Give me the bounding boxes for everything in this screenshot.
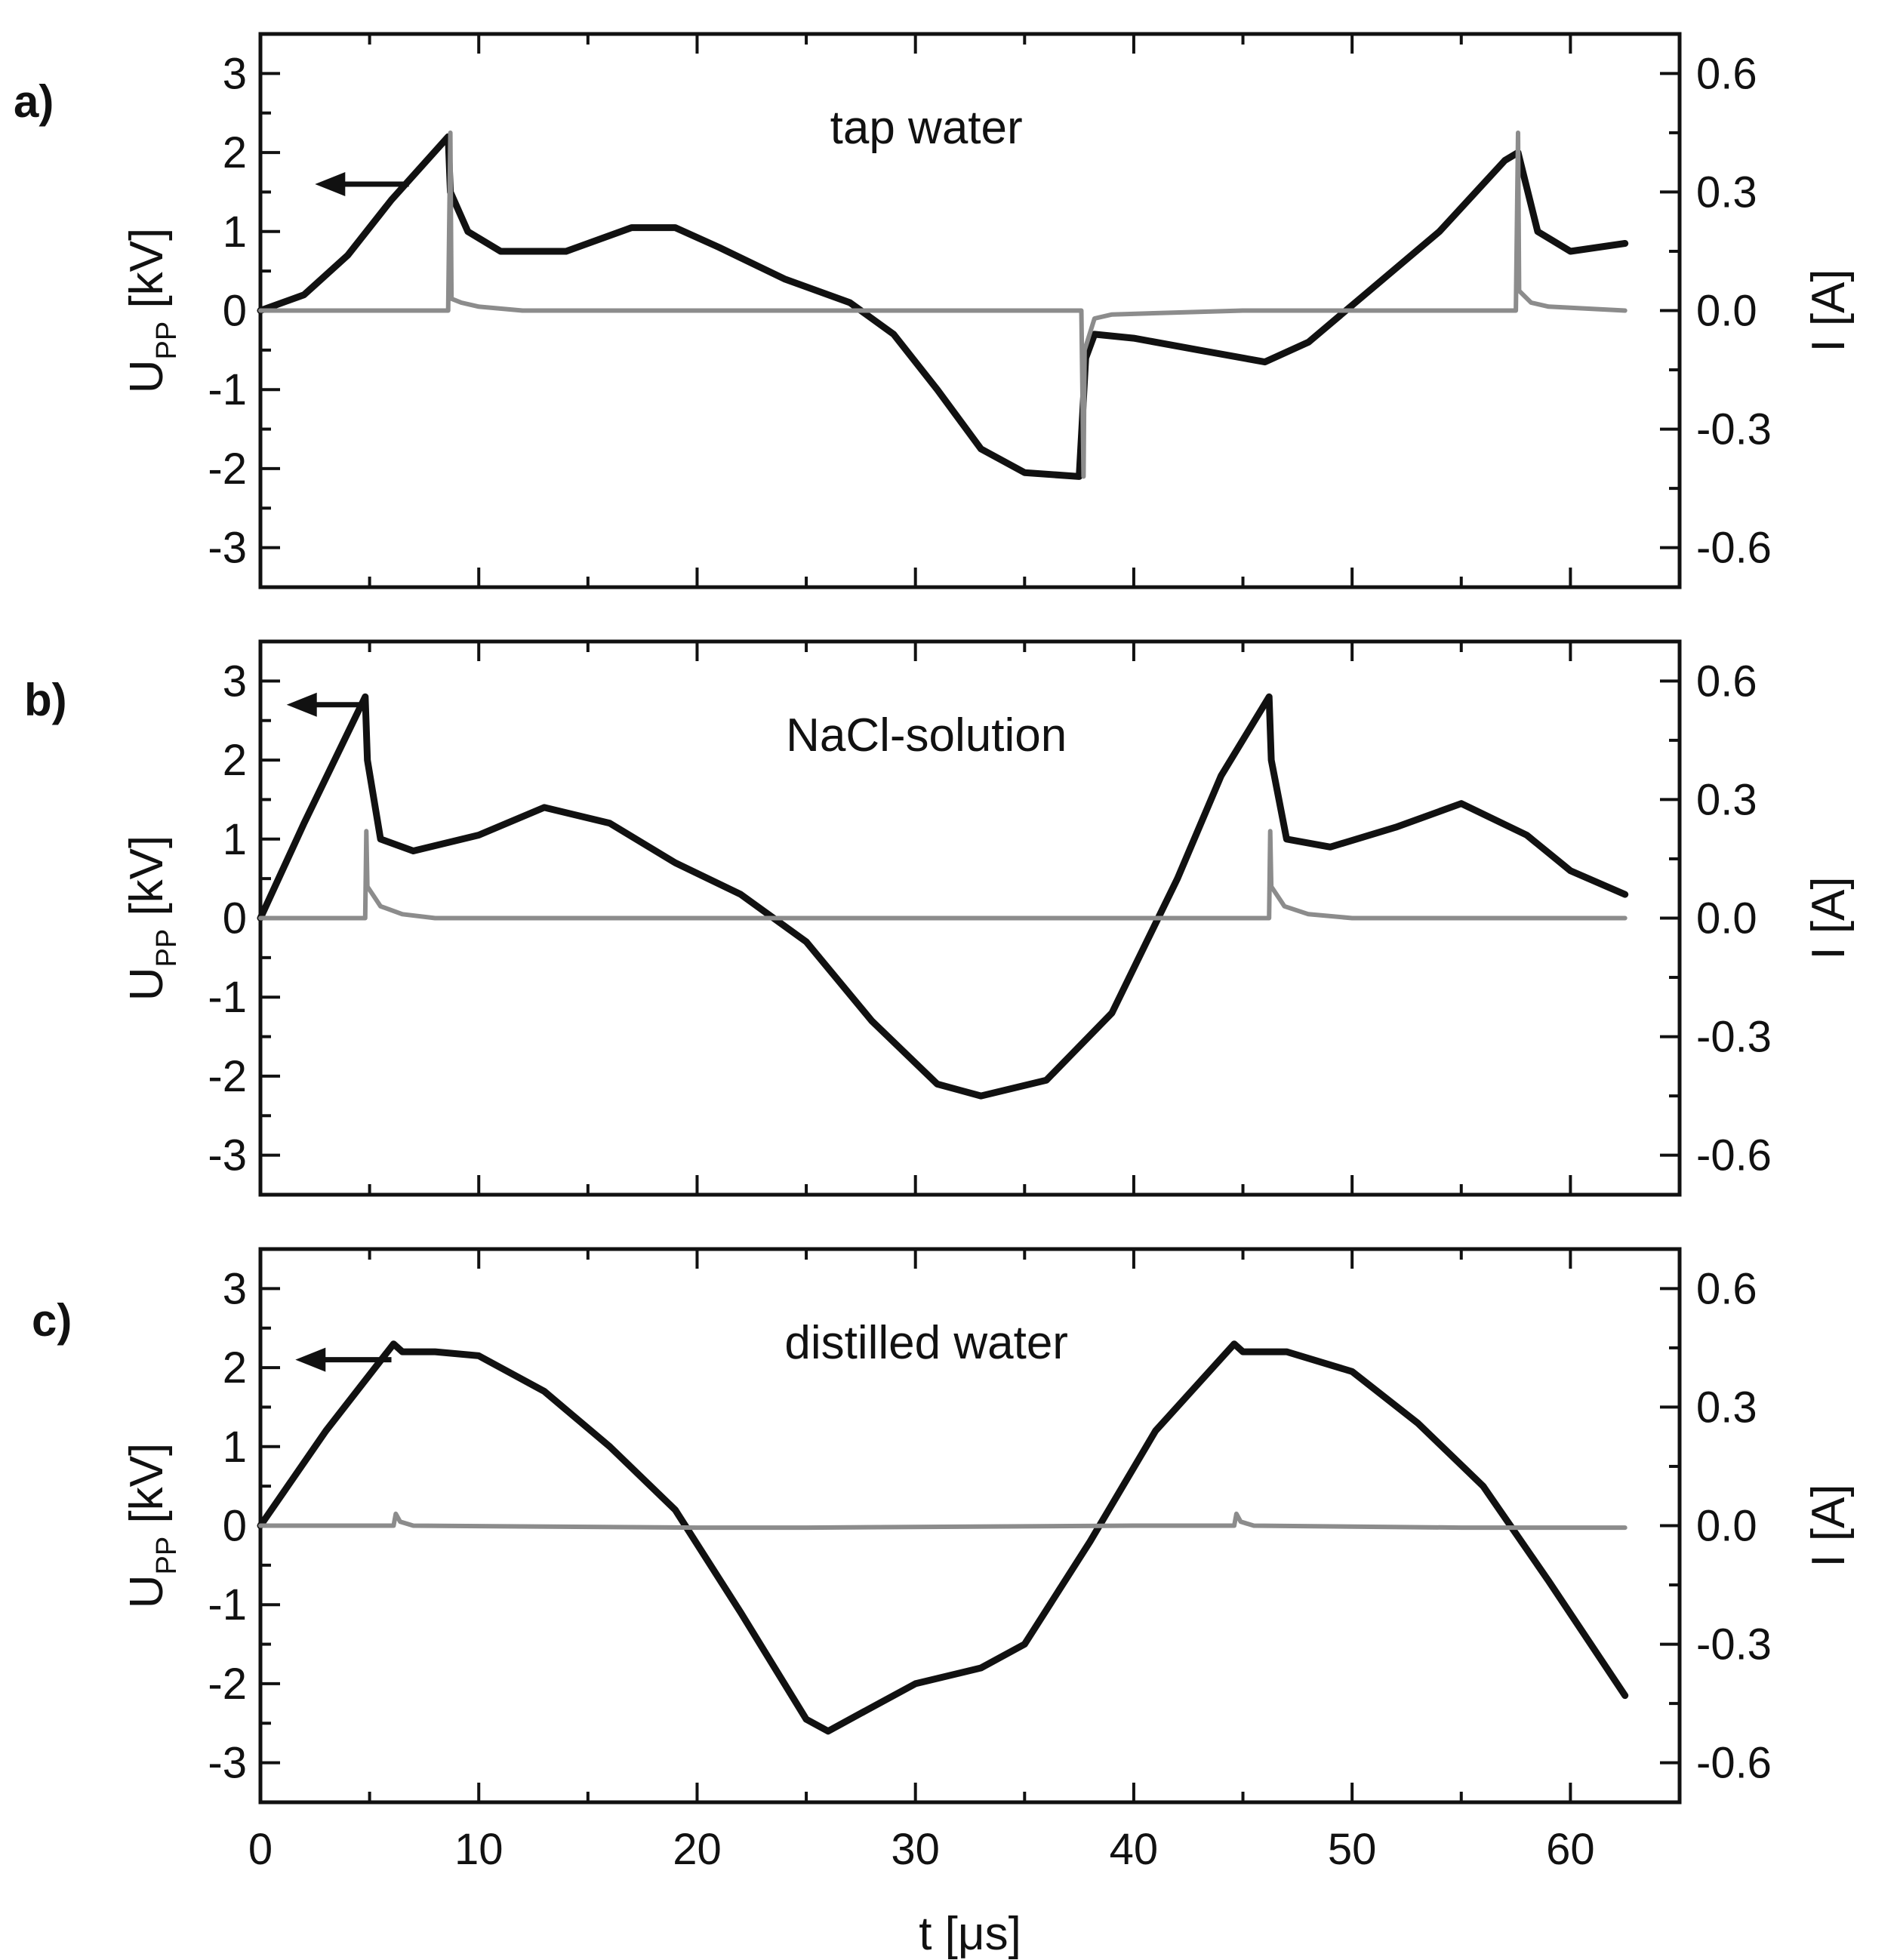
y-tick-label-right: 0.3 (1696, 775, 1757, 824)
y-tick-label-left: 3 (223, 1264, 247, 1313)
y-axis-title-left: UPP [kV] (121, 228, 183, 394)
y-tick-label-left: 2 (223, 1343, 247, 1392)
y-axis-title-left-subscript: PP (151, 322, 183, 360)
panel-2: 3 2 1 0 -1 -2 -3 0.6 0.3 0.0 -0.3 -0.6 UPP [kV] I [A]… (24, 639, 1855, 1197)
y-tick-label-left: -2 (208, 1052, 247, 1101)
y-tick-label-left: 0 (223, 287, 247, 336)
current-series-line (258, 130, 1628, 479)
y-tick-label-right: 0.3 (1696, 1383, 1757, 1432)
y-axis-title-left-subscript: PP (151, 1537, 183, 1575)
y-tick-label-left: 1 (223, 208, 247, 257)
x-axis-title: t [μs] (919, 1908, 1021, 1960)
y-tick-label-right: -0.6 (1696, 1131, 1772, 1180)
panel-annotation: tap water (830, 102, 1023, 154)
y-tick-label-right: -0.3 (1696, 1620, 1772, 1669)
y-tick-label-left: -1 (208, 1580, 247, 1629)
y-tick-label-right: -0.3 (1696, 405, 1772, 454)
y-axis-title-left-symbol: U (121, 1574, 173, 1608)
y-tick-label-left: 2 (223, 128, 247, 177)
voltage-series-line (257, 1340, 1629, 1735)
y-axis-title-left-unit: [kV] (121, 228, 173, 322)
y-tick-label-left: 1 (223, 1423, 247, 1472)
y-tick-label-left: 3 (223, 657, 247, 706)
y-tick-label-right: 0.0 (1696, 287, 1757, 336)
voltage-series-line (257, 693, 1629, 1100)
panel-label: a) (14, 76, 54, 127)
y-tick-label-right: 0.3 (1696, 168, 1757, 217)
panel-1: 3 2 1 0 -1 -2 -3 0.6 0.3 0.0 -0.3 -0.6 UPP [kV] I [A]… (14, 32, 1855, 589)
y-tick-label-left: 3 (223, 49, 247, 98)
y-axis-title-left-subscript: PP (151, 929, 183, 968)
y-tick-label-left: 2 (223, 736, 247, 785)
x-tick-label: 0 (248, 1825, 273, 1874)
axis-arrow-head (315, 171, 346, 196)
panel-label: c) (32, 1295, 72, 1346)
y-tick-label-left: 1 (223, 815, 247, 864)
current-series-line (258, 829, 1628, 921)
x-tick-label: 10 (454, 1825, 504, 1874)
y-tick-label-left: -1 (208, 365, 247, 414)
y-tick-label-left: -3 (208, 1131, 247, 1180)
x-tick-label: 60 (1546, 1825, 1595, 1874)
y-tick-label-right: -0.6 (1696, 1739, 1772, 1788)
y-tick-label-right: 0.0 (1696, 1502, 1757, 1551)
panel-label: b) (24, 675, 67, 725)
current-series-line (258, 1511, 1628, 1531)
y-tick-label-right: 0.6 (1696, 49, 1757, 98)
voltage-series-line (257, 133, 1629, 480)
y-tick-label-left: 0 (223, 1502, 247, 1551)
y-tick-label-right: -0.6 (1696, 524, 1772, 573)
y-tick-label-left: -3 (208, 524, 247, 573)
y-tick-label-right: 0.0 (1696, 894, 1757, 943)
x-tick-label: 30 (891, 1825, 940, 1874)
axis-arrow-head (286, 692, 317, 717)
y-tick-label-left: -2 (208, 445, 247, 494)
y-axis-title-right: I [A] (1803, 269, 1855, 352)
panel-3: 0 10 20 30 40 50 60t [μs]3210-1-2-30.60.30.0-0… (32, 1247, 1855, 1960)
y-axis-title-left: UPP [kV] (121, 1443, 183, 1609)
y-axis-title-left-unit: [kV] (121, 835, 173, 929)
y-tick-label-left: 0 (223, 894, 247, 943)
y-axis-title-left-unit: [kV] (121, 1443, 173, 1537)
y-tick-label-left: -1 (208, 973, 247, 1022)
y-axis-title-right: I [A] (1803, 1484, 1855, 1567)
axis-arrow-head (295, 1347, 326, 1372)
y-tick-label-left: -2 (208, 1660, 247, 1709)
y-tick-label-left: -3 (208, 1739, 247, 1788)
y-tick-label-right: 0.6 (1696, 657, 1757, 706)
y-axis-title-left-symbol: U (121, 359, 173, 393)
y-axis-title-left-symbol: U (121, 967, 173, 1001)
y-tick-label-right: 0.6 (1696, 1264, 1757, 1313)
y-axis-title-right: I [A] (1803, 876, 1855, 959)
panel-annotation: NaCl-solution (786, 709, 1067, 762)
x-tick-label: 40 (1110, 1825, 1159, 1874)
x-tick-label: 20 (673, 1825, 722, 1874)
x-tick-label: 50 (1328, 1825, 1377, 1874)
panel-annotation: distilled water (784, 1317, 1068, 1369)
y-axis-title-left: UPP [kV] (121, 835, 183, 1002)
y-tick-label-right: -0.3 (1696, 1013, 1772, 1062)
